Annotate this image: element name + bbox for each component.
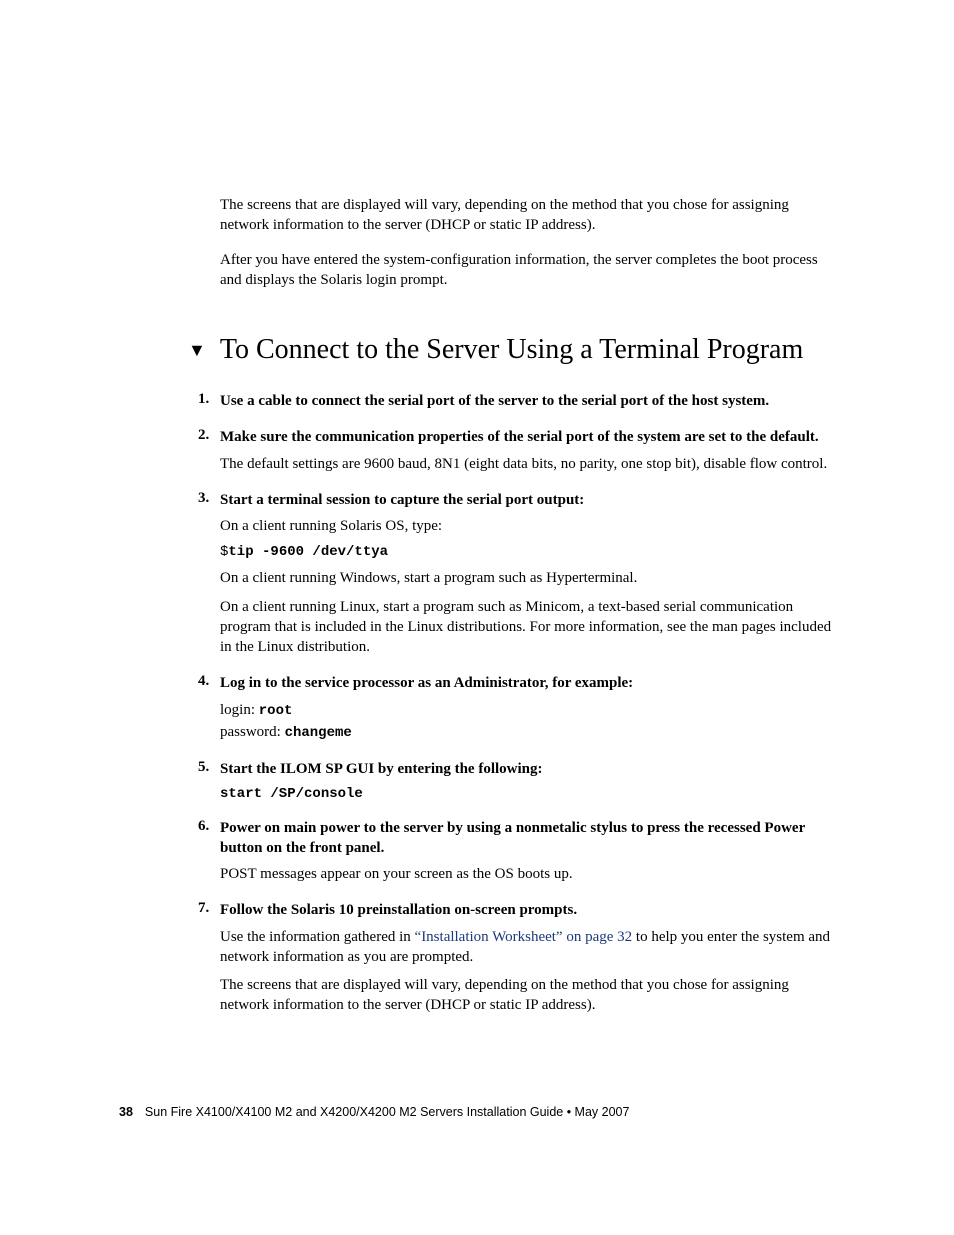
command-line: start /SP/console (220, 786, 839, 802)
step-body: The screens that are displayed will vary… (220, 975, 839, 1016)
section-heading-row: ▼ To Connect to the Server Using a Termi… (188, 332, 839, 367)
password-value: changeme (285, 725, 352, 741)
step-title: Use a cable to connect the serial port o… (220, 391, 839, 411)
command: tip -9600 /dev/ttya (228, 544, 388, 560)
section-heading: To Connect to the Server Using a Termina… (220, 332, 803, 367)
cross-reference-link[interactable]: “Installation Worksheet” on page 32 (415, 929, 633, 945)
page-number: 38 (119, 1105, 133, 1119)
intro-paragraph-2: After you have entered the system-config… (220, 250, 839, 291)
command: start /SP/console (220, 786, 363, 802)
step-1: Use a cable to connect the serial port o… (200, 391, 839, 411)
step-body: The default settings are 9600 baud, 8N1 … (220, 454, 839, 474)
step-body: POST messages appear on your screen as t… (220, 864, 839, 884)
intro-paragraph-1: The screens that are displayed will vary… (220, 195, 839, 236)
login-value: root (259, 703, 293, 719)
step-5: Start the ILOM SP GUI by entering the fo… (200, 759, 839, 801)
step-body-with-link: Use the information gathered in “Install… (220, 927, 839, 968)
steps-list: Use a cable to connect the serial port o… (220, 391, 839, 1016)
step-7: Follow the Solaris 10 preinstallation on… (200, 900, 839, 1015)
page-content: The screens that are displayed will vary… (0, 0, 954, 1016)
step-title: Start a terminal session to capture the … (220, 490, 839, 510)
step-body: On a client running Linux, start a progr… (220, 597, 839, 658)
password-label: password: (220, 724, 285, 740)
step-body: On a client running Solaris OS, type: (220, 516, 839, 536)
login-label: login: (220, 702, 259, 718)
step-title: Start the ILOM SP GUI by entering the fo… (220, 759, 839, 779)
page-footer: 38 Sun Fire X4100/X4100 M2 and X4200/X420… (119, 1105, 629, 1119)
password-line: password: changeme (220, 722, 839, 743)
step-2: Make sure the communication properties o… (200, 427, 839, 474)
login-line: login: root (220, 700, 839, 721)
command-line: $tip -9600 /dev/ttya (220, 544, 839, 560)
triangle-icon: ▼ (188, 340, 206, 361)
footer-text: Sun Fire X4100/X4100 M2 and X4200/X4200 … (145, 1105, 630, 1119)
text-pre: Use the information gathered in (220, 929, 415, 945)
step-body: On a client running Windows, start a pro… (220, 568, 839, 588)
step-title: Log in to the service processor as an Ad… (220, 673, 839, 693)
step-title: Follow the Solaris 10 preinstallation on… (220, 900, 839, 920)
step-6: Power on main power to the server by usi… (200, 818, 839, 885)
step-title: Make sure the communication properties o… (220, 427, 839, 447)
step-4: Log in to the service processor as an Ad… (200, 673, 839, 743)
step-title: Power on main power to the server by usi… (220, 818, 839, 859)
step-3: Start a terminal session to capture the … (200, 490, 839, 658)
